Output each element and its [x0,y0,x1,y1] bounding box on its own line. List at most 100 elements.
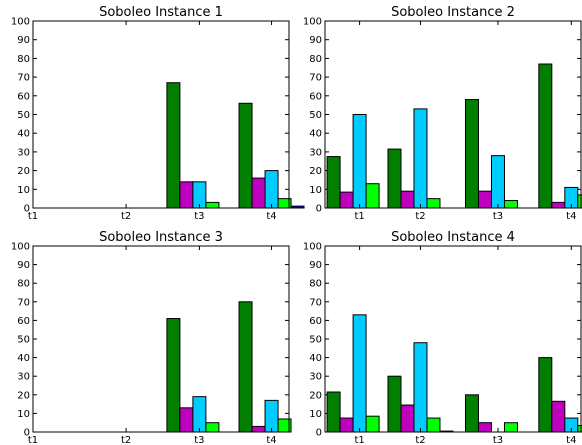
bar [251,177,266,209]
y-tick-label: 90 [17,260,30,271]
bar [326,156,341,209]
x-tick-label: t1 [354,435,364,445]
y-tick-label: 70 [309,297,322,308]
x-tick-label: t2 [121,211,131,222]
y-tick-label: 50 [17,110,30,121]
y-tick-label: 90 [309,260,322,271]
y-tick-label: 80 [17,54,30,65]
x-tick-label: t4 [566,211,576,222]
bar [477,190,492,209]
x-tick-label: t3 [194,211,204,222]
y-tick-label: 60 [309,316,322,327]
chart-panel-4: Soboleo Instance 4 0 10 20 30 40 50 60 70 80 90 100… [303,230,582,445]
y-tick-label: 0 [316,204,322,215]
y-tick-label: 20 [17,390,30,401]
y-tick-label: 10 [17,409,30,420]
x-tick-label: t2 [415,435,425,445]
bar [326,391,341,433]
y-tick-label: 30 [17,147,30,158]
y-tick-label: 50 [309,110,322,121]
y-tick-label: 40 [17,129,30,140]
y-tick-label: 30 [309,372,322,383]
bar [205,201,220,209]
bar [387,148,402,209]
y-tick-label: 30 [309,147,322,158]
x-tick-label: t3 [194,435,204,445]
bar [166,82,181,209]
y-tick-label: 80 [17,279,30,290]
bar [238,102,253,209]
bar [365,415,380,433]
bar [251,425,266,433]
bar [551,201,566,209]
x-tick-label: t1 [28,435,38,445]
y-tick-label: 100 [11,17,30,28]
bar [179,181,194,209]
bar [365,183,380,209]
y-tick-label: 10 [309,185,322,196]
bar [400,190,415,209]
y-tick-label: 40 [309,353,322,364]
bar [192,396,207,433]
axes-frame [324,20,582,209]
bar [464,99,479,209]
bar [339,191,354,209]
x-tick-label: t4 [266,435,276,445]
x-tick-label: t4 [566,435,576,445]
y-tick-label: 0 [316,428,322,439]
y-tick-label: 40 [17,353,30,364]
axes-frame [32,20,290,209]
bar [413,342,428,433]
axes-frame [324,245,582,433]
bar [339,417,354,433]
chart-panel-2: Soboleo Instance 2 0 10 20 30 40 50 60 70 80 90 100… [303,5,582,222]
x-tick-label: t4 [266,211,276,222]
bar [551,400,566,433]
chart-panel-3: Soboleo Instance 3 0 10 20 30 40 50 60 70 80 90 100… [11,230,292,445]
y-tick-label: 80 [309,54,322,65]
chart-panel-1: Soboleo Instance 1 0 10 20 30 40 50 60 70 80 90 100… [11,5,305,222]
bar [400,404,415,433]
y-tick-label: 40 [309,129,322,140]
bar [426,198,441,209]
y-tick-label: 20 [17,166,30,177]
y-tick-label: 100 [303,17,322,28]
bar [179,407,194,433]
bar [238,301,253,433]
y-tick-label: 50 [17,335,30,346]
y-tick-label: 20 [309,166,322,177]
y-tick-label: 60 [309,91,322,102]
bar [413,108,428,209]
y-tick-label: 90 [17,35,30,46]
x-tick-label: t1 [28,211,38,222]
bar [290,205,305,209]
bar [503,200,518,209]
x-tick-label: t3 [493,211,503,222]
y-tick-label: 10 [309,409,322,420]
chart-title: Soboleo Instance 2 [391,5,515,20]
bar [264,170,279,209]
bar [464,394,479,433]
y-tick-label: 0 [24,428,30,439]
y-tick-label: 100 [11,242,30,253]
bar [490,155,505,209]
y-tick-label: 80 [309,279,322,290]
x-tick-label: t2 [415,211,425,222]
y-tick-label: 70 [309,73,322,84]
chart-title: Soboleo Instance 3 [99,230,223,245]
bar [352,114,367,209]
y-tick-label: 60 [17,316,30,327]
bar [264,399,279,433]
bar [577,424,582,433]
x-tick-label: t3 [493,435,503,445]
bar [205,422,220,433]
bar [426,417,441,433]
chart-title: Soboleo Instance 1 [99,5,223,20]
y-tick-label: 10 [17,185,30,196]
x-tick-label: t2 [121,435,131,445]
y-tick-label: 70 [17,297,30,308]
y-tick-label: 70 [17,73,30,84]
bar [538,63,553,209]
bar [166,318,181,433]
